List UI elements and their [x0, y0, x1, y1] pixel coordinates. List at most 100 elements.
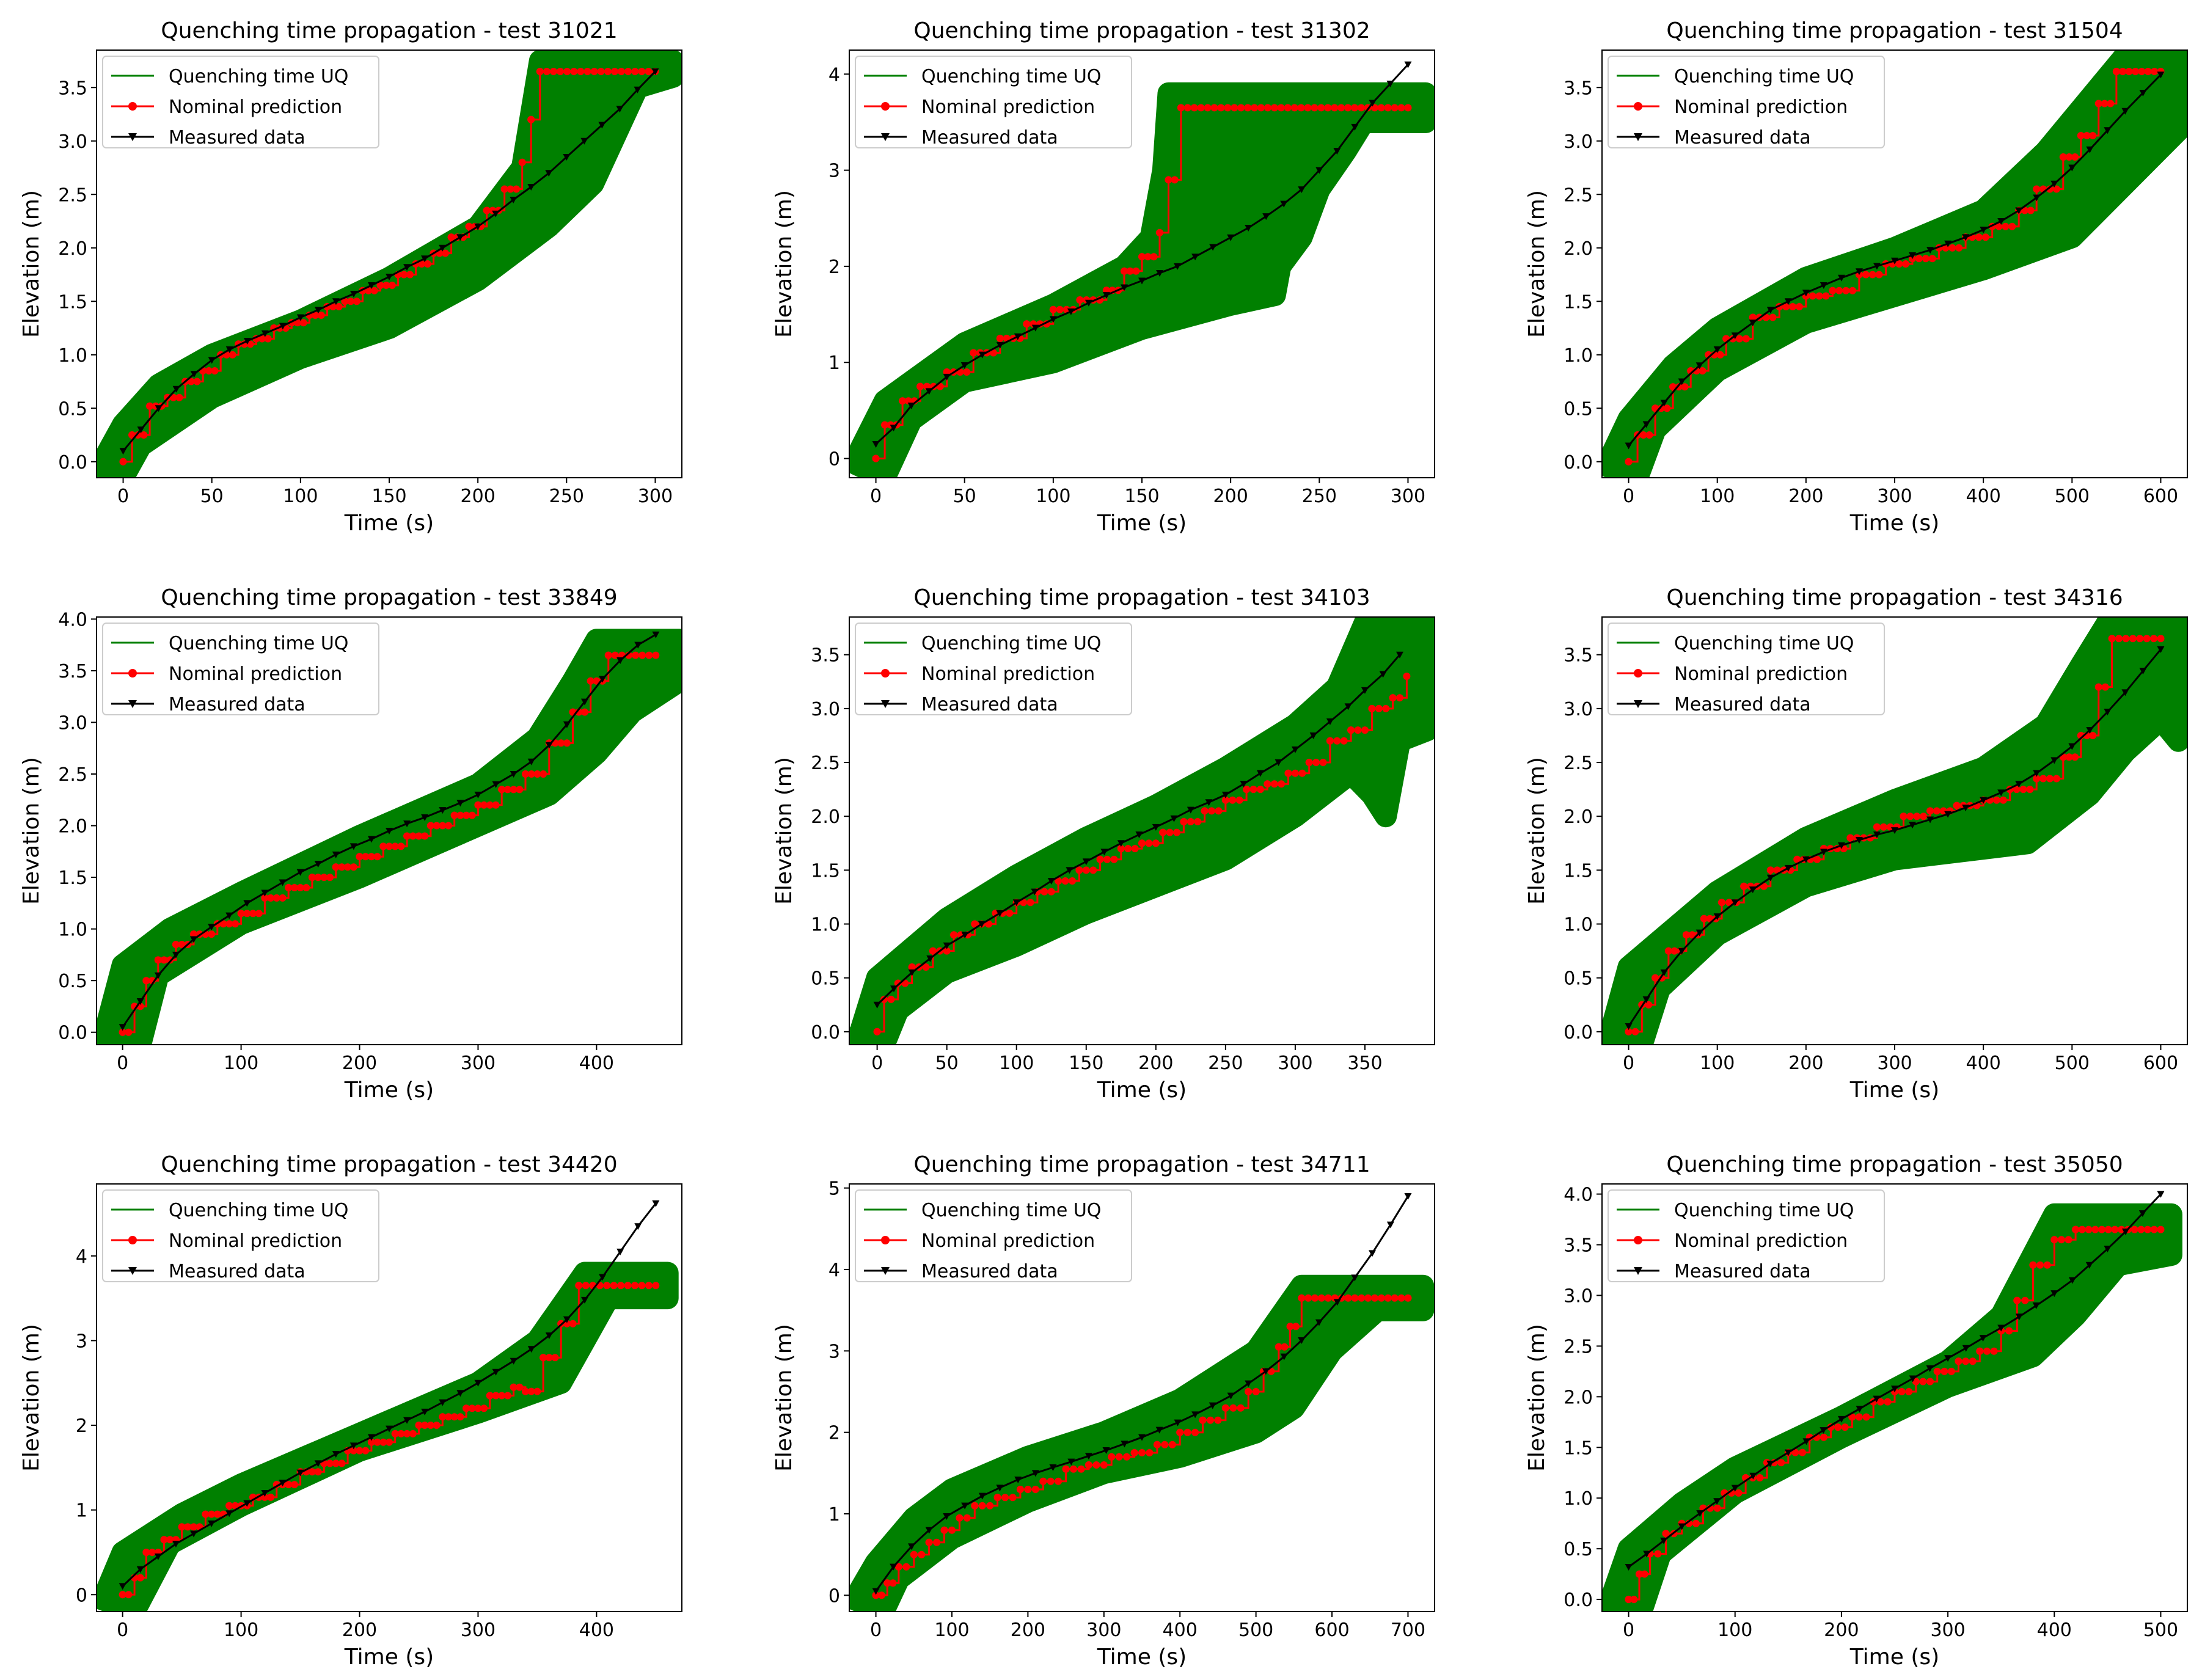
nominal-point — [439, 1413, 447, 1421]
nominal-point — [527, 115, 535, 123]
measured-point — [1351, 123, 1359, 131]
nominal-point — [503, 786, 511, 794]
nominal-point — [229, 351, 236, 359]
measured-point — [1643, 1550, 1651, 1558]
measured-point — [1997, 789, 2005, 797]
nominal-point — [2129, 635, 2137, 643]
nominal-point — [492, 801, 500, 809]
nominal-point — [468, 811, 476, 819]
nominal-point — [290, 1481, 298, 1489]
measured-point — [527, 1346, 535, 1353]
legend-nominal-marker — [1634, 102, 1642, 111]
nominal-point — [1663, 404, 1671, 412]
y-tick-label: 2.5 — [1564, 753, 1593, 774]
measured-point — [2121, 1228, 2129, 1235]
nominal-point — [1221, 1404, 1229, 1412]
measured-point — [2121, 689, 2129, 696]
nominal-point — [1625, 458, 1633, 466]
nominal-point — [447, 233, 455, 241]
nominal-point — [1969, 1357, 1977, 1365]
measured-point — [1138, 277, 1146, 285]
measured-point — [634, 86, 642, 93]
measured-point — [403, 820, 411, 828]
measured-point — [2068, 164, 2076, 172]
x-tick-label: 200 — [1788, 486, 1823, 507]
nominal-point — [1177, 104, 1185, 112]
nominal-point — [1913, 813, 1921, 820]
nominal-point — [500, 185, 508, 193]
x-tick-label: 150 — [1069, 1053, 1103, 1074]
nominal-point — [347, 298, 355, 305]
nominal-point — [1070, 1465, 1077, 1473]
nominal-point — [2104, 1225, 2112, 1233]
nominal-point — [652, 1282, 660, 1290]
nominal-point — [1204, 104, 1212, 112]
nominal-point — [540, 1354, 547, 1362]
measured-point — [1997, 1324, 2005, 1332]
y-axis-label: Elevation (m) — [19, 190, 44, 338]
x-tick-label: 250 — [1302, 486, 1337, 507]
nominal-point — [1636, 1570, 1643, 1578]
nominal-point — [1221, 796, 1229, 804]
nominal-point — [409, 832, 417, 840]
nominal-point — [638, 1282, 646, 1290]
measured-point — [1980, 227, 1988, 233]
nominal-point — [119, 1591, 126, 1599]
measured-point — [1766, 307, 1774, 314]
nominal-point — [1075, 866, 1083, 874]
nominal-point — [2065, 1236, 2072, 1244]
nominal-point — [1344, 104, 1352, 112]
legend-nominal-label: Nominal prediction — [1674, 97, 1848, 118]
nominal-point — [1191, 1428, 1199, 1436]
nominal-point — [415, 832, 423, 840]
nominal-point — [1144, 253, 1152, 261]
legend-nominal-marker — [1634, 669, 1642, 677]
nominal-point — [1026, 899, 1034, 907]
nominal-point — [1284, 769, 1292, 777]
nominal-point — [1110, 855, 1118, 863]
measured-point — [1731, 1485, 1739, 1492]
y-tick-label: 0.0 — [1564, 452, 1593, 473]
measured-point — [2121, 108, 2129, 115]
nominal-point — [887, 995, 895, 1003]
measured-point — [1926, 1365, 1934, 1372]
measured-point — [634, 641, 642, 649]
nominal-point — [522, 1387, 529, 1395]
y-tick-label: 2.0 — [58, 238, 87, 260]
measured-point — [1873, 831, 1881, 839]
measured-point — [1891, 1386, 1898, 1393]
nominal-point — [2046, 185, 2054, 193]
nominal-point — [379, 842, 387, 850]
legend-nominal-label: Nominal prediction — [169, 1230, 342, 1252]
y-tick-label: 3.5 — [58, 78, 87, 99]
measured-point — [349, 291, 357, 298]
y-tick-label: 0.5 — [811, 968, 840, 990]
nominal-point — [1215, 807, 1223, 815]
uq-band — [849, 1274, 1435, 1612]
nominal-point — [1194, 818, 1202, 825]
measured-point — [527, 184, 535, 191]
nominal-point — [456, 811, 464, 819]
legend-box — [102, 56, 379, 148]
nominal-point — [1124, 845, 1132, 853]
measured-point — [1031, 1470, 1039, 1477]
nominal-point — [1822, 292, 1830, 300]
nominal-point — [550, 68, 557, 75]
legend-nominal-marker — [128, 1236, 137, 1244]
measured-point — [296, 314, 304, 321]
measured-point — [2086, 146, 2094, 153]
y-tick-label: 1.5 — [1564, 1437, 1593, 1459]
nominal-point — [1953, 802, 1961, 809]
measured-point — [1138, 1434, 1146, 1441]
measured-point — [1891, 827, 1898, 835]
y-tick-label: 3 — [828, 161, 840, 182]
legend: Quenching time UQ Nominal prediction Measu… — [855, 56, 1132, 148]
measured-point — [1625, 442, 1633, 450]
nominal-point — [1291, 769, 1299, 777]
measured-point — [1856, 1406, 1864, 1413]
y-tick-label: 2 — [828, 257, 840, 278]
x-tick-label: 500 — [2143, 1620, 2178, 1641]
measured-point — [2050, 757, 2058, 764]
measured-point — [545, 742, 553, 749]
nominal-point — [1235, 796, 1243, 804]
